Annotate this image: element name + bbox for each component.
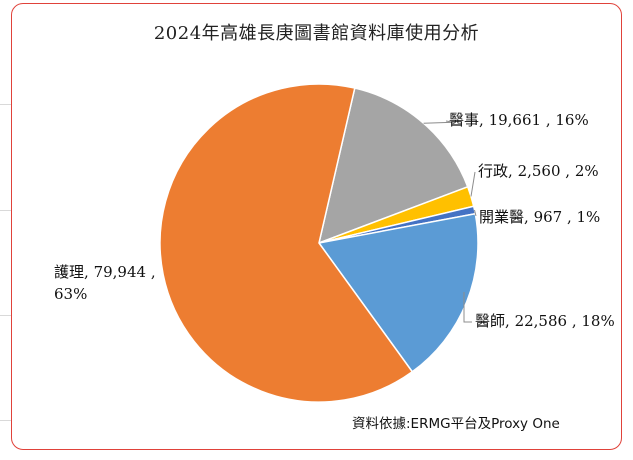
label-percent: 1% bbox=[576, 208, 601, 226]
data-label-physician: 醫師, 22,586 , 18% bbox=[475, 312, 615, 330]
background-gridline bbox=[0, 104, 12, 105]
data-label-administration: 行政, 2,560 , 2% bbox=[478, 162, 599, 180]
leader-line-physician bbox=[463, 292, 472, 323]
label-percent: 18% bbox=[581, 312, 615, 330]
label-percent: 63% bbox=[54, 285, 88, 303]
label-name: 行政 bbox=[478, 162, 509, 180]
label-name: 護理 bbox=[54, 263, 85, 281]
pie-slice-medical-staff bbox=[317, 87, 469, 245]
label-name: 醫事 bbox=[449, 111, 480, 129]
label-value: 19,661 bbox=[488, 111, 542, 129]
background-gridline bbox=[0, 420, 12, 421]
label-percent: 16% bbox=[555, 111, 589, 129]
leader-line-medical-staff bbox=[423, 120, 454, 124]
label-value: 79,944 bbox=[93, 263, 147, 281]
leader-line-administration bbox=[470, 171, 476, 197]
label-value: 22,586 bbox=[514, 312, 568, 330]
label-name: 醫師 bbox=[475, 312, 506, 330]
data-label-practitioner: 開業醫, 967 , 1% bbox=[479, 208, 601, 226]
data-label-medical-staff: 醫事, 19,661 , 16% bbox=[449, 111, 589, 129]
label-value: 2,560 bbox=[517, 162, 561, 180]
label-name: 開業醫 bbox=[479, 208, 525, 226]
data-label-nursing: 護理, 79,944 , 63% bbox=[54, 263, 156, 303]
chart-source-note: 資料依據:ERMG平台及Proxy One bbox=[352, 416, 560, 432]
label-value: 967 bbox=[533, 208, 563, 226]
pie-slice-nursing bbox=[159, 83, 414, 403]
background-gridline bbox=[0, 315, 12, 316]
pie-slice-physician bbox=[317, 212, 479, 373]
label-percent: 2% bbox=[574, 162, 599, 180]
chart-title: 2024年高雄長庚圖書館資料庫使用分析 bbox=[153, 23, 480, 44]
leader-line-practitioner bbox=[474, 209, 477, 217]
background-gridline bbox=[0, 210, 12, 211]
